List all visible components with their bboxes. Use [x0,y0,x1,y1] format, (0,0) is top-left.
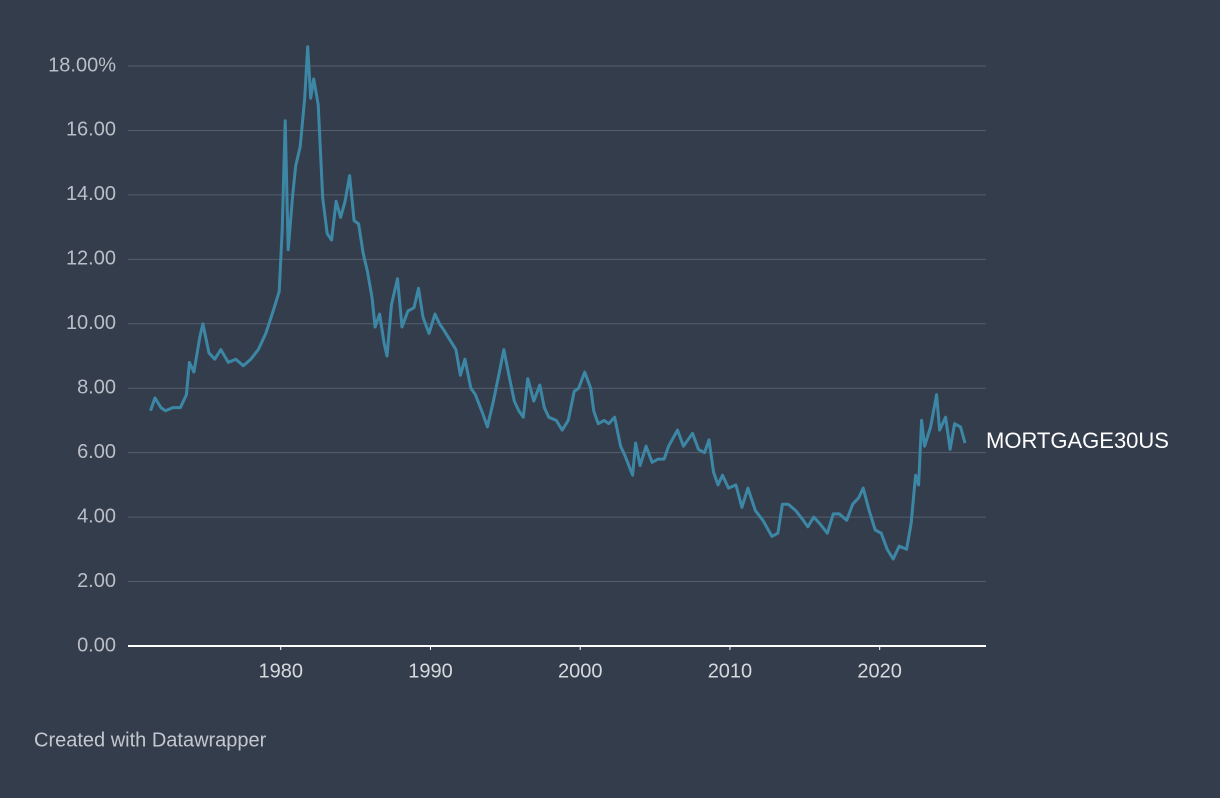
x-tick-label: 2020 [857,660,902,682]
x-tick-label: 1990 [408,660,453,682]
y-tick-label: 4.00 [77,505,116,527]
y-tick-label: 18.00% [48,54,116,76]
x-tick-label: 2000 [558,660,603,682]
y-tick-label: 12.00 [66,248,116,270]
y-tick-label: 10.00 [66,312,116,334]
y-tick-label: 14.00 [66,183,116,205]
y-tick-label: 0.00 [77,634,116,656]
footer: Created with Datawrapper [34,729,267,751]
y-tick-label: 16.00 [66,119,116,141]
line [149,45,967,561]
y-tick-label: 8.00 [77,377,116,399]
series-label: MORTGAGE30US [986,428,1169,453]
y-tick-label: 6.00 [77,441,116,463]
y-tick-label: 2.00 [77,570,116,592]
x-tick-label: 2010 [708,660,753,682]
x-tick-label: 1980 [258,660,303,682]
